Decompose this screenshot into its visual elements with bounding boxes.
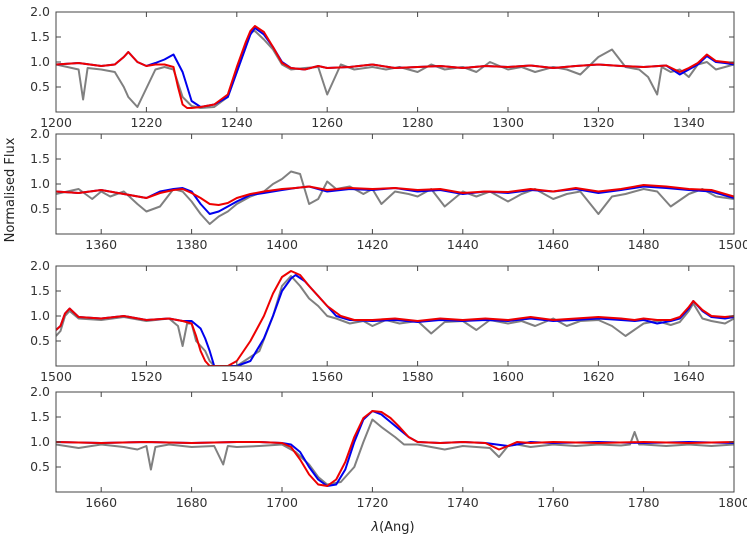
panel-4-y-tick-label-4: 2.0 bbox=[30, 384, 50, 399]
panel-4-y-tick-label-2: 1.0 bbox=[30, 434, 50, 449]
panel-1-series-line-1 bbox=[56, 30, 734, 109]
x-axis-title-symbol: λ bbox=[370, 520, 379, 535]
x-axis-title: λ(Ang) bbox=[370, 520, 414, 535]
panel-2-y-tick-label-1: 0.5 bbox=[30, 201, 50, 216]
panel-3-series-line-3 bbox=[56, 270, 734, 366]
panel-2-x-tick-label-1: 1360 bbox=[85, 237, 117, 252]
panel-2-y-tick-label-2: 1.0 bbox=[30, 176, 50, 191]
panel-3-x-tick-label-8: 1640 bbox=[673, 369, 705, 384]
panel-1-x-tick-label-2: 1220 bbox=[130, 115, 162, 130]
panel-4-y-tick-label-3: 1.5 bbox=[30, 409, 50, 424]
panel-2-x-tick-label-6: 1460 bbox=[537, 237, 569, 252]
panel-1-y-tick-label-1: 0.5 bbox=[30, 79, 50, 94]
panel-1-x-tick-label-5: 1280 bbox=[402, 115, 434, 130]
panel-2-y-tick-label-3: 1.5 bbox=[30, 151, 50, 166]
panel-1-x-tick-label-7: 1320 bbox=[582, 115, 614, 130]
panel-3-x-tick-label-5: 1580 bbox=[402, 369, 434, 384]
panel-1-x-tick-label-6: 1300 bbox=[492, 115, 524, 130]
panel-4-x-tick-label-5: 1740 bbox=[447, 495, 479, 510]
panel-1-y-tick-label-3: 1.5 bbox=[30, 29, 50, 44]
panel-3: 1500 1520 1540 1560 1580 1600 1620 1640 0.5 1.0 1.… bbox=[30, 258, 735, 384]
y-axis-title: Normalised Flux bbox=[3, 137, 18, 242]
panel-2-x-tick-label-8: 1500 bbox=[718, 237, 747, 252]
panel-3-series bbox=[56, 270, 734, 366]
panel-4-series-line-1 bbox=[56, 418, 734, 486]
panels: 1200 1220 1240 1260 1280 1300 1320 1340 0.5 1.0 1.… bbox=[30, 4, 747, 510]
panel-2-frame bbox=[55, 133, 735, 235]
panel-2-x-tick-label-3: 1400 bbox=[266, 237, 298, 252]
panel-4: 1660 1680 1700 1720 1740 1760 1780 1800 0.5 1.0 1.… bbox=[30, 384, 747, 510]
panel-3-x-tick-label-1: 1500 bbox=[40, 369, 72, 384]
panel-3-y-tick-label-3: 1.5 bbox=[30, 283, 50, 298]
panel-4-x-tick-label-1: 1660 bbox=[85, 495, 117, 510]
panel-1-y-tick-label-2: 1.0 bbox=[30, 54, 50, 69]
panel-2-x-tick-label-2: 1380 bbox=[176, 237, 208, 252]
panel-4-series-line-3 bbox=[56, 410, 734, 487]
panel-1-x-tick-label-4: 1260 bbox=[311, 115, 343, 130]
panel-2-x-tick-label-4: 1420 bbox=[356, 237, 388, 252]
panel-2-x-tick-label-5: 1440 bbox=[447, 237, 479, 252]
panel-1-y-tick-label-4: 2.0 bbox=[30, 4, 50, 19]
panel-2-series-line-3 bbox=[56, 184, 734, 206]
panel-3-x-tick-label-4: 1560 bbox=[311, 369, 343, 384]
panel-3-x-tick-label-2: 1520 bbox=[130, 369, 162, 384]
panel-2: 1360 1380 1400 1420 1440 1460 1480 1500 0.5 1.0 1.… bbox=[30, 126, 747, 252]
panel-1-series bbox=[56, 25, 734, 109]
panel-4-x-tick-label-3: 1700 bbox=[266, 495, 298, 510]
panel-2-series bbox=[56, 170, 734, 225]
panel-2-x-tick-label-7: 1480 bbox=[628, 237, 660, 252]
panel-3-y-tick-label-2: 1.0 bbox=[30, 308, 50, 323]
panel-2-series-line-1 bbox=[56, 170, 734, 225]
panel-4-x-tick-label-7: 1780 bbox=[628, 495, 660, 510]
panel-3-y-tick-label-1: 0.5 bbox=[30, 333, 50, 348]
panel-3-x-tick-label-3: 1540 bbox=[221, 369, 253, 384]
panel-1-x-tick-label-1: 1200 bbox=[40, 115, 72, 130]
panel-1-x-tick-label-3: 1240 bbox=[221, 115, 253, 130]
panel-3-y-tick-label-4: 2.0 bbox=[30, 258, 50, 273]
panel-1-x-tick-label-8: 1340 bbox=[673, 115, 705, 130]
panel-3-x-tick-label-6: 1600 bbox=[492, 369, 524, 384]
panel-1-series-line-3 bbox=[56, 25, 734, 109]
panel-4-y-tick-label-1: 0.5 bbox=[30, 459, 50, 474]
panel-4-x-tick-label-8: 1800 bbox=[718, 495, 747, 510]
panel-4-x-tick-label-4: 1720 bbox=[356, 495, 388, 510]
panel-3-frame bbox=[55, 265, 735, 367]
panel-4-series bbox=[56, 410, 734, 487]
x-axis-title-unit: (Ang) bbox=[379, 520, 415, 535]
panel-4-x-tick-label-6: 1760 bbox=[537, 495, 569, 510]
panel-2-y-tick-label-4: 2.0 bbox=[30, 126, 50, 141]
panel-1: 1200 1220 1240 1260 1280 1300 1320 1340 0.5 1.0 1.… bbox=[30, 4, 735, 130]
panel-4-x-tick-label-2: 1680 bbox=[176, 495, 208, 510]
panel-3-x-tick-label-7: 1620 bbox=[582, 369, 614, 384]
